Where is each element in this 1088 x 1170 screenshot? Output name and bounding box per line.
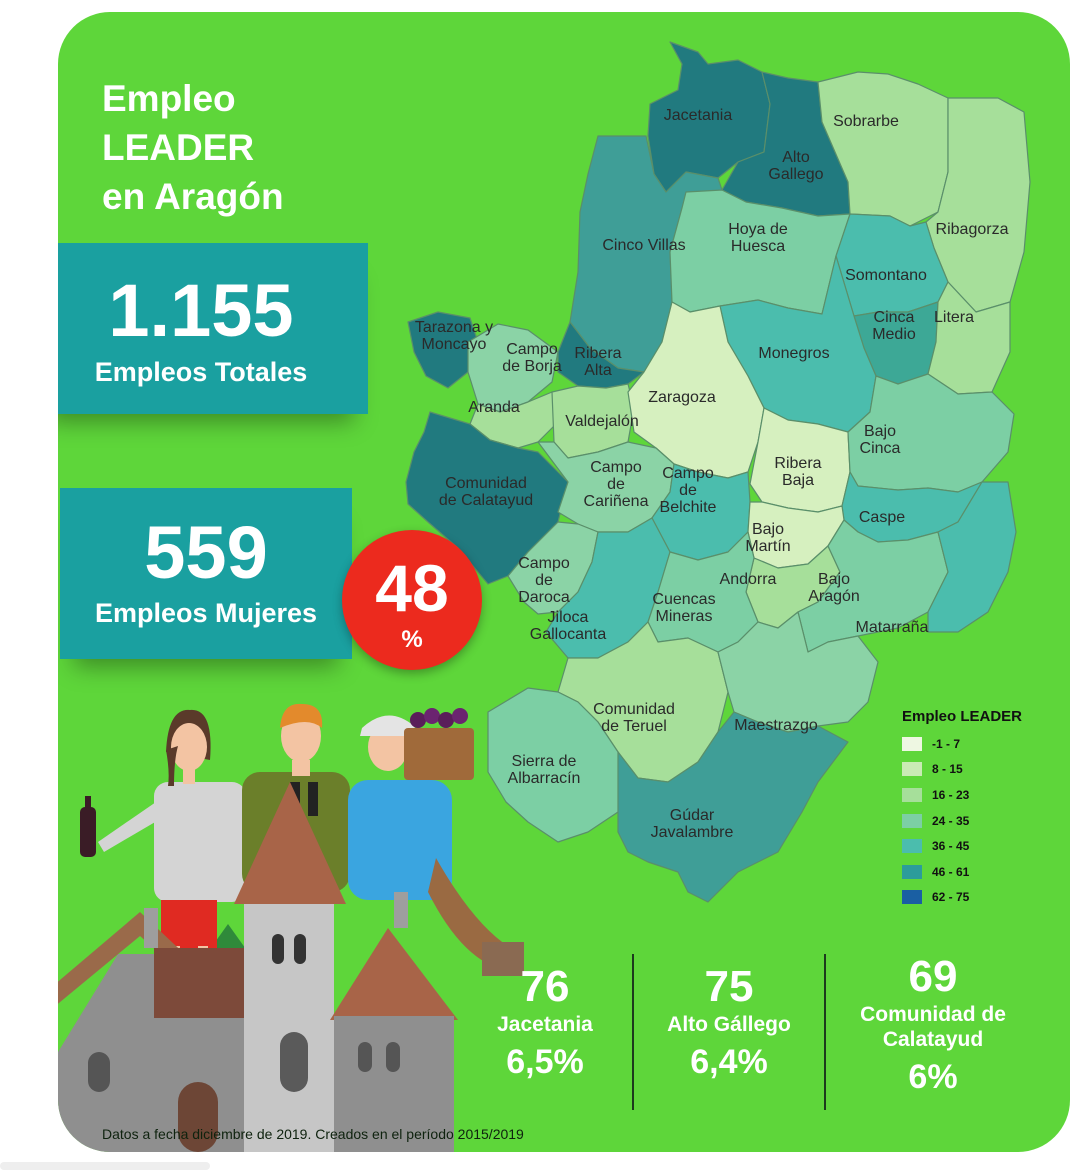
region-label: Campo de Belchite bbox=[660, 465, 717, 516]
legend-range-label: 16 - 23 bbox=[932, 787, 970, 802]
legend-swatch bbox=[902, 762, 922, 777]
legend-item: 16 - 23 bbox=[902, 782, 1022, 808]
region-label: Cinca Medio bbox=[872, 309, 916, 343]
map-region bbox=[927, 281, 1011, 395]
region-label: Bajo Aragón bbox=[808, 571, 860, 605]
region-label: Comunidad de Calatayud bbox=[439, 475, 533, 509]
region-label: Comunidad de Teruel bbox=[593, 701, 675, 735]
legend-range-label: -1 - 7 bbox=[932, 736, 961, 751]
top-region-3: 69 Comunidad de Calatayud 6% bbox=[838, 952, 1028, 1097]
women-percent-sign: % bbox=[401, 626, 423, 653]
region-label: Caspe bbox=[859, 509, 905, 526]
region-label: Campo de Daroca bbox=[518, 555, 570, 606]
region-label: Jiloca Gallocanta bbox=[530, 609, 607, 643]
total-jobs-value: 1.155 bbox=[108, 269, 294, 352]
top-region-1-name: Jacetania bbox=[497, 1013, 593, 1036]
legend-swatch bbox=[902, 813, 922, 828]
region-label: Litera bbox=[934, 309, 974, 326]
region-label: Tarazona y Moncayo bbox=[415, 319, 493, 353]
footer-note: Datos a fecha diciembre de 2019. Creados… bbox=[102, 1126, 524, 1142]
region-label: Bajo Cinca bbox=[860, 423, 901, 457]
map-legend: Empleo LEADER -1 - 7 8 - 15 16 - 23 24 - 35… bbox=[902, 708, 1022, 910]
legend-swatch bbox=[902, 839, 922, 854]
legend-item: 46 - 61 bbox=[902, 859, 1022, 885]
region-label: Somontano bbox=[845, 267, 927, 284]
region-label: Zaragoza bbox=[648, 389, 716, 406]
map-region bbox=[617, 711, 849, 903]
women-jobs-box: 559 Empleos Mujeres bbox=[60, 488, 352, 659]
region-label: Andorra bbox=[720, 571, 777, 588]
village-houses bbox=[58, 782, 458, 1152]
page-title: Empleo LEADER en Aragón bbox=[102, 74, 284, 221]
legend-item: 8 - 15 bbox=[902, 757, 1022, 783]
region-label: Campo de Cariñena bbox=[584, 459, 649, 510]
region-label: Ribera Baja bbox=[774, 455, 821, 489]
legend-range-label: 46 - 61 bbox=[932, 864, 970, 879]
legend-item: 62 - 75 bbox=[902, 885, 1022, 911]
legend-swatch bbox=[902, 787, 922, 802]
legend-swatch bbox=[902, 736, 922, 751]
top-region-2-value: 75 bbox=[704, 962, 754, 1011]
bottom-shadow bbox=[0, 1162, 210, 1170]
total-jobs-box: 1.155 Empleos Totales bbox=[58, 243, 368, 414]
legend-item: -1 - 7 bbox=[902, 731, 1022, 757]
legend-item: 36 - 45 bbox=[902, 833, 1022, 859]
legend-swatch bbox=[902, 890, 922, 905]
region-label: Aranda bbox=[468, 399, 520, 416]
top-region-2: 75 Alto Gállego 6,4% bbox=[634, 962, 824, 1082]
region-label: Gúdar Javalambre bbox=[651, 807, 734, 841]
women-percent-badge: 48 % bbox=[342, 530, 482, 670]
legend-range-label: 62 - 75 bbox=[932, 890, 970, 905]
region-label: Campo de Borja bbox=[502, 341, 562, 375]
region-label: Cinco Villas bbox=[602, 237, 685, 254]
region-label: Bajo Martín bbox=[745, 521, 790, 555]
region-label: Valdejalón bbox=[565, 413, 639, 430]
region-label: Hoya de Huesca bbox=[728, 221, 788, 255]
top-region-3-value: 69 bbox=[908, 952, 958, 1001]
region-label: Maestrazgo bbox=[734, 717, 818, 734]
women-jobs-label: Empleos Mujeres bbox=[94, 598, 318, 628]
map-region bbox=[467, 323, 559, 413]
region-label: Ribagorza bbox=[936, 221, 1009, 238]
top-region-1-percent: 6,5% bbox=[506, 1043, 584, 1081]
region-label: Ribera Alta bbox=[574, 345, 621, 379]
region-label: Cuencas Mineras bbox=[652, 591, 715, 625]
top-region-3-name-line-1: Comunidad de bbox=[860, 1003, 1006, 1026]
top-separator-1 bbox=[632, 954, 634, 1110]
legend-range-label: 8 - 15 bbox=[932, 762, 963, 777]
top-region-1: 76 Jacetania 6,5% bbox=[450, 962, 640, 1082]
region-label: Sobrarbe bbox=[833, 113, 899, 130]
region-label: Matarraña bbox=[856, 619, 929, 636]
region-label: Jacetania bbox=[664, 107, 733, 124]
top-region-3-name-line-2: Calatayud bbox=[882, 1028, 984, 1051]
region-label: Sierra de Albarracín bbox=[508, 753, 581, 787]
title-line-3: en Aragón bbox=[102, 176, 284, 217]
aragon-map: Jacetania Alto Gallego Sobrarbe Ribagorza Cin… bbox=[405, 41, 1031, 903]
region-label: Alto Gallego bbox=[768, 149, 823, 183]
title-line-2: LEADER bbox=[102, 127, 255, 168]
farmer-figure bbox=[348, 708, 524, 976]
region-label: Monegros bbox=[758, 345, 829, 362]
top-region-3-percent: 6% bbox=[908, 1058, 958, 1096]
map-region bbox=[797, 519, 949, 653]
title-line-1: Empleo bbox=[102, 78, 236, 119]
legend-item: 24 - 35 bbox=[902, 808, 1022, 834]
map-region bbox=[927, 481, 1017, 633]
legend-title: Empleo LEADER bbox=[902, 708, 1023, 725]
top-region-1-value: 76 bbox=[520, 962, 570, 1011]
total-jobs-label: Empleos Totales bbox=[94, 357, 308, 387]
women-jobs-value: 559 bbox=[144, 511, 268, 594]
legend-range-label: 36 - 45 bbox=[932, 839, 970, 854]
rural-people-illustration bbox=[58, 703, 524, 1152]
infographic-card: Jacetania Alto Gallego Sobrarbe Ribagorza Cin… bbox=[58, 12, 1070, 1152]
legend-range-label: 24 - 35 bbox=[932, 813, 970, 828]
women-percent-value: 48 bbox=[375, 551, 449, 625]
top-region-2-percent: 6,4% bbox=[690, 1043, 768, 1081]
top-region-2-name: Alto Gállego bbox=[667, 1013, 791, 1036]
top-separator-2 bbox=[824, 954, 826, 1110]
legend-swatch bbox=[902, 864, 922, 879]
